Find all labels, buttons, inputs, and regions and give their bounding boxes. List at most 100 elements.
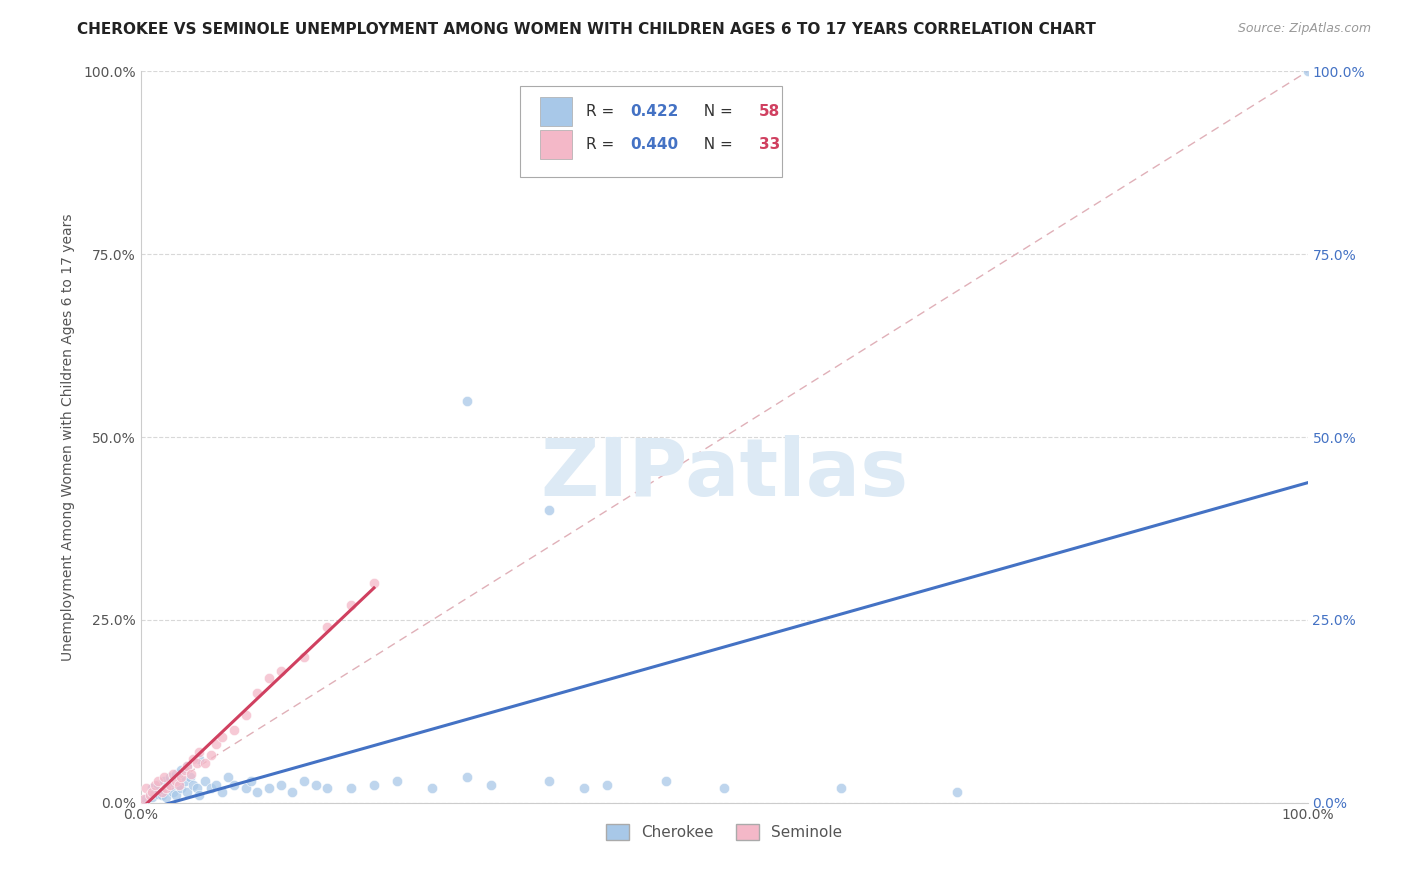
Point <box>176 785 198 799</box>
Point <box>1296 64 1319 78</box>
Point <box>167 778 190 792</box>
Point <box>181 778 204 792</box>
Text: 0.440: 0.440 <box>631 137 679 152</box>
Point <box>572 781 595 796</box>
Point <box>139 789 162 803</box>
Point <box>240 773 263 788</box>
Point <box>146 773 169 788</box>
Point <box>211 785 233 799</box>
Point <box>150 789 173 803</box>
Point <box>155 781 177 796</box>
Text: R =: R = <box>586 137 620 152</box>
Text: R =: R = <box>586 104 620 120</box>
Point <box>139 789 162 803</box>
Point <box>159 780 181 794</box>
Point <box>179 770 201 784</box>
Point <box>222 778 245 792</box>
Point <box>180 766 202 780</box>
Legend: Cherokee, Seminole: Cherokee, Seminole <box>599 818 849 847</box>
Point <box>135 792 157 806</box>
Text: ZIPatlas: ZIPatlas <box>540 434 908 513</box>
Point <box>363 576 385 591</box>
Point <box>186 781 208 796</box>
Point <box>596 778 619 792</box>
Point <box>188 745 211 759</box>
Point <box>270 664 292 678</box>
Point <box>222 723 245 737</box>
Point <box>270 778 292 792</box>
Point <box>456 770 478 784</box>
Point <box>188 789 211 803</box>
FancyBboxPatch shape <box>520 86 783 178</box>
Point <box>257 781 280 796</box>
Point <box>170 763 193 777</box>
Point <box>141 785 163 799</box>
Point <box>246 686 269 700</box>
Point <box>170 781 193 796</box>
Point <box>205 778 228 792</box>
Text: N =: N = <box>693 137 737 152</box>
Point <box>194 756 217 770</box>
Point <box>456 393 478 408</box>
Point <box>946 785 969 799</box>
Point <box>537 503 560 517</box>
Point <box>155 789 177 804</box>
Point <box>655 773 678 788</box>
Point <box>387 773 409 788</box>
Point <box>159 778 181 792</box>
Point <box>162 785 184 799</box>
Point <box>143 778 166 792</box>
Point <box>165 773 187 788</box>
Point <box>186 756 208 770</box>
Point <box>316 620 339 634</box>
Point <box>153 773 176 788</box>
Point <box>217 770 239 784</box>
Text: Source: ZipAtlas.com: Source: ZipAtlas.com <box>1237 22 1371 36</box>
Point <box>176 759 198 773</box>
Point <box>146 787 169 801</box>
Point <box>167 778 190 792</box>
Bar <box>540 97 572 127</box>
Text: CHEROKEE VS SEMINOLE UNEMPLOYMENT AMONG WOMEN WITH CHILDREN AGES 6 TO 17 YEARS C: CHEROKEE VS SEMINOLE UNEMPLOYMENT AMONG … <box>77 22 1097 37</box>
Point <box>176 759 198 773</box>
Point <box>316 781 339 796</box>
Point <box>194 773 217 788</box>
Point <box>422 781 444 796</box>
Point <box>830 781 852 796</box>
Point <box>170 770 193 784</box>
Point <box>162 766 184 780</box>
Point <box>200 748 222 763</box>
Point <box>479 778 502 792</box>
Point <box>281 785 304 799</box>
Point <box>235 708 257 723</box>
Text: 33: 33 <box>759 137 780 152</box>
Point <box>143 785 166 799</box>
Point <box>159 770 181 784</box>
Point <box>141 781 163 796</box>
Point <box>141 789 163 804</box>
Point <box>363 778 385 792</box>
Point <box>205 737 228 751</box>
Y-axis label: Unemployment Among Women with Children Ages 6 to 17 years: Unemployment Among Women with Children A… <box>60 213 75 661</box>
Point <box>713 781 735 796</box>
Point <box>257 672 280 686</box>
Point <box>174 763 197 777</box>
Point <box>135 781 157 796</box>
Text: 0.422: 0.422 <box>631 104 679 120</box>
Point <box>339 781 361 796</box>
Point <box>537 773 560 788</box>
Point <box>235 781 257 796</box>
Point <box>339 599 361 613</box>
Point <box>292 649 315 664</box>
Point <box>181 752 204 766</box>
Point <box>165 789 187 803</box>
Text: 58: 58 <box>759 104 780 120</box>
Point <box>174 773 197 788</box>
Point <box>150 785 173 799</box>
Point <box>165 766 187 780</box>
Point <box>132 792 155 806</box>
Point <box>153 782 176 797</box>
Point <box>146 778 169 792</box>
Point <box>246 785 269 799</box>
Point <box>292 773 315 788</box>
